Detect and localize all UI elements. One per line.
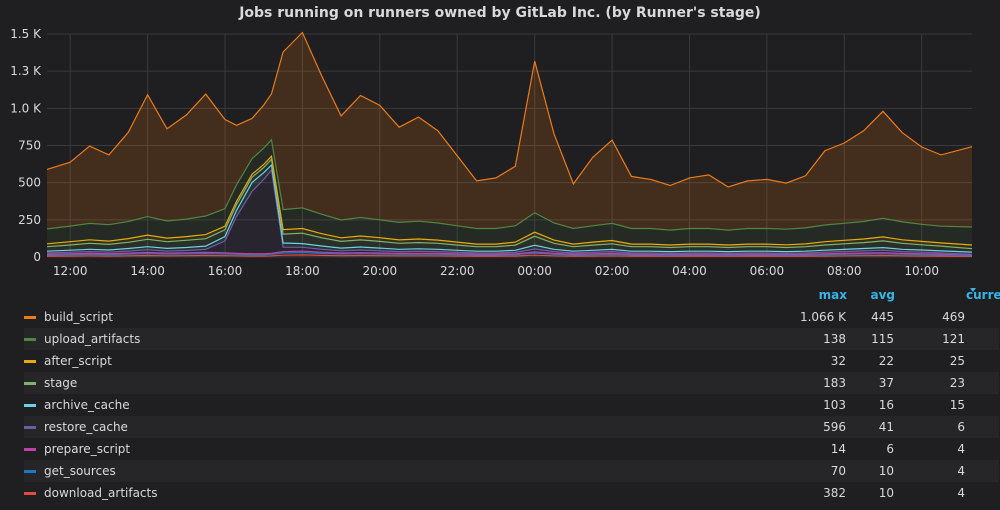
area-stage[interactable] xyxy=(47,159,972,253)
legend-series-name[interactable]: after_script xyxy=(44,354,112,368)
legend-series-name[interactable]: upload_artifacts xyxy=(44,332,141,346)
y-tick-label: 500 xyxy=(18,176,41,190)
y-tick-label: 0 xyxy=(33,250,41,264)
area-build-script[interactable] xyxy=(47,32,972,231)
x-tick-label: 02:00 xyxy=(595,264,630,278)
legend-current-value: 4 xyxy=(957,442,965,456)
x-tick-label: 06:00 xyxy=(750,264,785,278)
legend-max-value: 596 xyxy=(823,420,846,434)
legend-row-upload-artifacts[interactable]: upload_artifacts 138 115 121 xyxy=(24,328,999,350)
legend-series-name[interactable]: stage xyxy=(44,376,78,390)
line-restore-cache[interactable] xyxy=(46,168,973,255)
legend-series-name[interactable]: restore_cache xyxy=(44,420,128,434)
legend-avg-value: 10 xyxy=(878,464,894,478)
y-tick-label: 1.5 K xyxy=(10,28,42,41)
legend-row-get-sources[interactable]: get_sources 70 10 4 xyxy=(24,460,999,482)
legend-color-swatch[interactable] xyxy=(24,382,36,385)
legend-max-value: 70 xyxy=(830,464,846,478)
legend-current-value: 4 xyxy=(957,464,965,478)
legend-row-build-script[interactable]: build_script 1.066 K 445 469 xyxy=(24,306,999,328)
x-tick-label: 16:00 xyxy=(208,264,243,278)
legend-current-value: 469 xyxy=(942,310,965,324)
line-prepare-script[interactable] xyxy=(46,250,973,256)
legend-current-value: 15 xyxy=(949,398,965,412)
legend-avg-value: 445 xyxy=(871,310,894,324)
legend-max-value: 1.066 K xyxy=(799,310,846,324)
line-get-sources[interactable] xyxy=(46,251,973,257)
legend-avg-value: 115 xyxy=(871,332,894,346)
legend-row-after-script[interactable]: after_script 32 22 25 xyxy=(24,350,999,372)
legend-max-value: 103 xyxy=(823,398,846,412)
legend-avg-value: 16 xyxy=(878,398,894,412)
legend-max-value: 382 xyxy=(823,486,846,500)
area-upload-artifacts[interactable] xyxy=(47,139,972,245)
x-tick-label: 20:00 xyxy=(363,264,398,278)
legend-color-swatch[interactable] xyxy=(24,426,36,429)
legend-color-swatch[interactable] xyxy=(24,338,36,341)
x-tick-label: 22:00 xyxy=(440,264,475,278)
legend-avg-value: 22 xyxy=(878,354,894,368)
y-tick-label: 1.3 K xyxy=(10,64,42,78)
stacked-area-chart[interactable]: 0 250 500 750 1.0 K 1.3 K 1.5 K 12:00 14:00 16:00… xyxy=(0,28,1000,278)
legend-current-value: 6 xyxy=(957,420,965,434)
x-tick-label: 10:00 xyxy=(904,264,939,278)
legend-current-value: 121 xyxy=(942,332,965,346)
line-upload-artifacts[interactable] xyxy=(46,138,973,231)
legend-series-name[interactable]: get_sources xyxy=(44,464,116,478)
y-tick-label: 750 xyxy=(18,139,41,153)
area-after-script[interactable] xyxy=(47,156,972,249)
legend-series-name[interactable]: archive_cache xyxy=(44,398,130,412)
legend-table: build_script 1.066 K 445 469 upload_artifact… xyxy=(0,306,1000,504)
line-stage[interactable] xyxy=(46,158,973,250)
x-tick-label: 04:00 xyxy=(672,264,707,278)
legend-avg-value: 41 xyxy=(878,420,894,434)
legend-max-value: 183 xyxy=(823,376,846,390)
legend-color-swatch[interactable] xyxy=(24,470,36,473)
x-tick-label: 14:00 xyxy=(130,264,165,278)
legend-avg-value: 10 xyxy=(878,486,894,500)
legend-max-value: 138 xyxy=(823,332,846,346)
legend-row-archive-cache[interactable]: archive_cache 103 16 15 xyxy=(24,394,999,416)
x-tick-label: 00:00 xyxy=(517,264,552,278)
legend-color-swatch[interactable] xyxy=(24,316,36,319)
legend-color-swatch[interactable] xyxy=(24,360,36,363)
x-tick-label: 08:00 xyxy=(827,264,862,278)
x-tick-label: 18:00 xyxy=(285,264,320,278)
legend-row-stage[interactable]: stage 183 37 23 xyxy=(24,372,999,394)
y-tick-label: 1.0 K xyxy=(10,101,42,115)
legend-current-value: 25 xyxy=(949,354,965,368)
sort-caret-icon xyxy=(970,288,976,292)
legend-current-value: 4 xyxy=(957,486,965,500)
legend-max-value: 32 xyxy=(830,354,846,368)
line-build-script[interactable] xyxy=(46,31,973,188)
legend-color-swatch[interactable] xyxy=(24,492,36,495)
legend-max-value: 14 xyxy=(830,442,846,456)
legend-sort-avg[interactable]: avg xyxy=(870,288,895,302)
legend-header: max avg current xyxy=(0,288,1000,304)
legend-series-name[interactable]: build_script xyxy=(44,310,113,324)
legend-color-swatch[interactable] xyxy=(24,404,36,407)
line-after-script[interactable] xyxy=(46,154,973,246)
legend-series-name[interactable]: prepare_script xyxy=(44,442,131,456)
legend-current-value: 23 xyxy=(949,376,965,390)
x-tick-label: 12:00 xyxy=(53,264,88,278)
area-restore-cache[interactable] xyxy=(47,170,972,256)
legend-row-download-artifacts[interactable]: download_artifacts 382 10 4 xyxy=(24,482,999,504)
legend-avg-value: 6 xyxy=(886,442,894,456)
legend-color-swatch[interactable] xyxy=(24,448,36,451)
panel-title[interactable]: Jobs running on runners owned by GitLab … xyxy=(239,5,761,21)
legend-row-restore-cache[interactable]: restore_cache 596 41 6 xyxy=(24,416,999,438)
series-group xyxy=(46,31,973,257)
legend-sort-max[interactable]: max xyxy=(818,288,847,302)
legend-avg-value: 37 xyxy=(878,376,894,390)
legend-row-prepare-script[interactable]: prepare_script 14 6 4 xyxy=(24,438,999,460)
line-download-artifacts[interactable] xyxy=(46,254,973,257)
line-archive-cache[interactable] xyxy=(46,163,973,253)
legend-series-name[interactable]: download_artifacts xyxy=(44,486,158,500)
y-tick-label: 250 xyxy=(18,213,41,227)
